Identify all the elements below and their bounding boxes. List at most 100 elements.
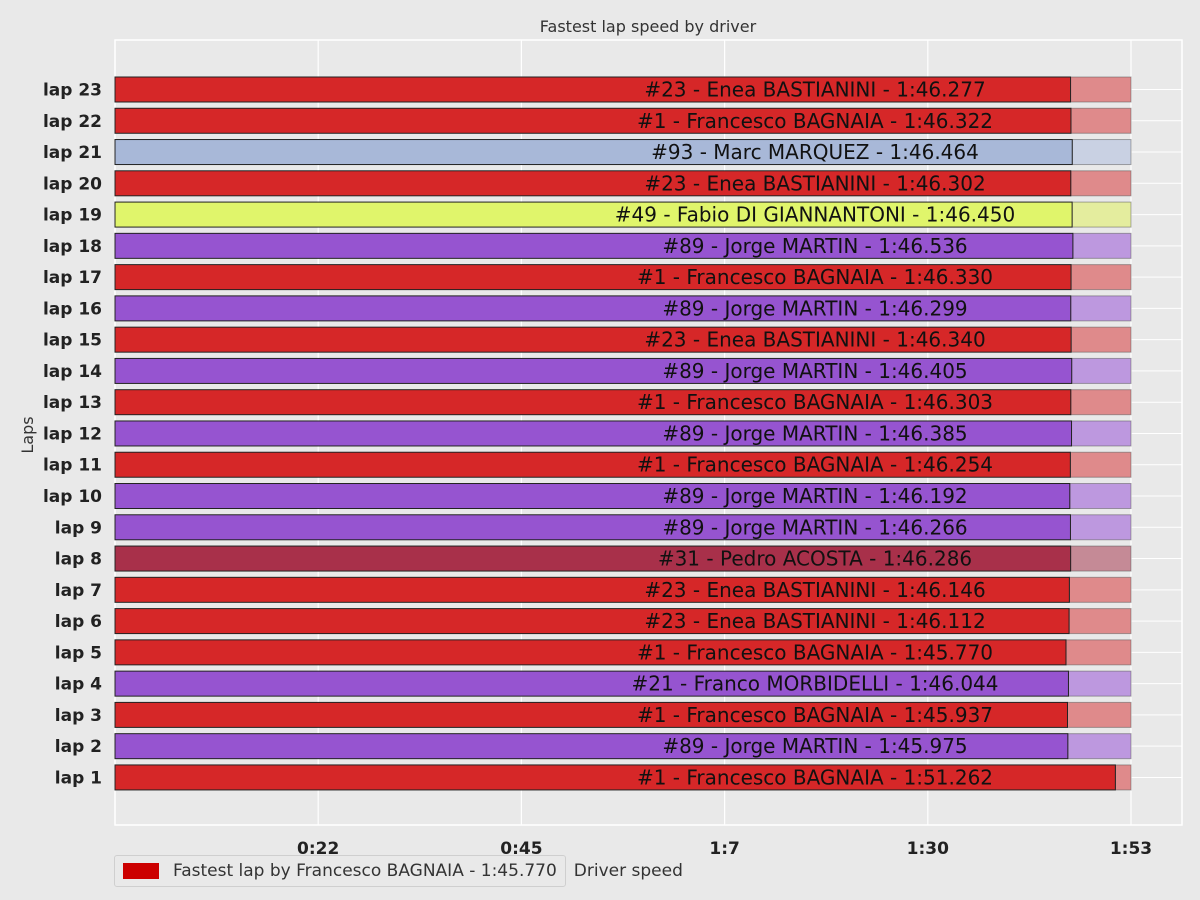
bar-remainder (1070, 295, 1132, 322)
bar-remainder (1070, 389, 1132, 416)
bar-label: #89 - Jorge MARTIN - 1:46.192 (662, 484, 967, 508)
bar-remainder (1069, 483, 1132, 510)
x-tick-label: 0:45 (500, 839, 542, 859)
bar (114, 420, 1073, 447)
bar-label: #23 - Enea BASTIANINI - 1:46.340 (644, 328, 985, 352)
bar-row: #1 - Francesco BAGNAIA - 1:46.254 (114, 451, 1132, 478)
bar-label: #89 - Jorge MARTIN - 1:46.266 (662, 515, 967, 539)
bar (114, 733, 1069, 760)
y-tick-label: lap 18 (43, 237, 102, 257)
bar (114, 326, 1072, 353)
bar-label: #89 - Jorge MARTIN - 1:46.536 (662, 234, 967, 258)
bar-row: #1 - Francesco BAGNAIA - 1:46.303 (114, 389, 1132, 416)
bar (114, 764, 1116, 791)
x-tick-labels: 0:22 0:45 1:7 1:30 1:53 (297, 839, 1152, 859)
bar-remainder (1065, 639, 1132, 666)
y-tick-label: lap 15 (43, 331, 102, 351)
y-tick-labels: lap 23 lap 22 lap 21 lap 20 lap 19 lap 18 lap … (43, 81, 102, 789)
bar (114, 295, 1072, 322)
bar-row: #31 - Pedro ACOSTA - 1:46.286 (114, 545, 1132, 572)
bar-remainder (1067, 670, 1132, 697)
bar (114, 201, 1073, 228)
bar (114, 170, 1072, 197)
bar-row: #23 - Enea BASTIANINI - 1:46.340 (114, 326, 1132, 353)
bar (114, 107, 1072, 134)
y-tick-label: lap 12 (43, 424, 102, 444)
y-tick-label: lap 1 (55, 768, 102, 788)
bar-label: #1 - Francesco BAGNAIA - 1:46.303 (637, 390, 993, 414)
bar-row: #23 - Enea BASTIANINI - 1:46.277 (114, 76, 1132, 103)
bar-label: #89 - Jorge MARTIN - 1:46.405 (662, 359, 967, 383)
bar-remainder (1114, 764, 1132, 791)
bar-label: #49 - Fabio DI GIANNANTONI - 1:46.450 (615, 203, 1015, 227)
legend-entry-label: Fastest lap by Francesco BAGNAIA - 1:45.… (173, 861, 557, 881)
y-tick-label: lap 14 (43, 362, 102, 382)
bar-row: #1 - Francesco BAGNAIA - 1:51.262 (114, 764, 1132, 791)
bar-label: #89 - Jorge MARTIN - 1:45.975 (662, 734, 967, 758)
x-tick-label: 1:7 (709, 839, 739, 859)
bars-group: #23 - Enea BASTIANINI - 1:46.277 #1 - Fra… (114, 76, 1132, 791)
y-tick-label: lap 19 (43, 206, 102, 226)
bar-label: #89 - Jorge MARTIN - 1:46.385 (662, 421, 967, 445)
y-tick-label: lap 22 (43, 112, 102, 132)
bar-remainder (1072, 232, 1132, 259)
bar-label: #93 - Marc MARQUEZ - 1:46.464 (651, 140, 979, 164)
y-tick-label: lap 4 (55, 675, 102, 695)
bar-row: #89 - Jorge MARTIN - 1:46.385 (114, 420, 1132, 447)
y-tick-label: lap 8 (55, 550, 102, 570)
bar-label: #23 - Enea BASTIANINI - 1:46.277 (644, 78, 985, 102)
y-tick-label: lap 11 (43, 456, 102, 476)
bar (114, 264, 1072, 291)
bar-remainder (1071, 139, 1132, 166)
bar-remainder (1066, 701, 1132, 728)
bar-row: #23 - Enea BASTIANINI - 1:46.146 (114, 576, 1132, 603)
legend-box: Fastest lap by Francesco BAGNAIA - 1:45.… (114, 855, 566, 887)
bar-row: #89 - Jorge MARTIN - 1:46.299 (114, 295, 1132, 322)
bar-remainder (1071, 357, 1132, 384)
bar (114, 639, 1067, 666)
y-tick-label: lap 10 (43, 487, 102, 507)
legend-swatch (123, 863, 159, 879)
y-axis-label: Laps (18, 416, 37, 453)
bar-row: #89 - Jorge MARTIN - 1:45.975 (114, 733, 1132, 760)
bar-remainder (1071, 420, 1132, 447)
bar-remainder (1069, 451, 1132, 478)
bar (114, 76, 1072, 103)
bar-label: #89 - Jorge MARTIN - 1:46.299 (662, 296, 967, 320)
bar-row: #93 - Marc MARQUEZ - 1:46.464 (114, 139, 1132, 166)
bar-row: #1 - Francesco BAGNAIA - 1:45.770 (114, 639, 1132, 666)
bar (114, 545, 1072, 572)
legend: Fastest lap by Francesco BAGNAIA - 1:45.… (114, 855, 683, 887)
bar-label: #1 - Francesco BAGNAIA - 1:45.937 (637, 703, 993, 727)
bar-remainder (1070, 107, 1132, 134)
y-tick-label: lap 7 (55, 581, 102, 601)
bar (114, 514, 1071, 541)
bar-row: #1 - Francesco BAGNAIA - 1:45.937 (114, 701, 1132, 728)
y-tick-label: lap 23 (43, 81, 102, 101)
x-tick-label: 0:22 (297, 839, 339, 859)
bar-remainder (1070, 76, 1132, 103)
y-tick-label: lap 20 (43, 174, 102, 194)
legend-title: Driver speed (573, 861, 683, 881)
bar-row: #49 - Fabio DI GIANNANTONI - 1:46.450 (114, 201, 1132, 228)
bar (114, 232, 1074, 259)
bar-remainder (1070, 545, 1132, 572)
bar (114, 576, 1070, 603)
bar-row: #1 - Francesco BAGNAIA - 1:46.322 (114, 107, 1132, 134)
bar-remainder (1067, 733, 1132, 760)
y-tick-label: lap 9 (55, 518, 102, 538)
bar (114, 483, 1071, 510)
y-tick-label: lap 17 (43, 268, 102, 288)
bar-label: #21 - Franco MORBIDELLI - 1:46.044 (631, 672, 998, 696)
bar-row: #89 - Jorge MARTIN - 1:46.192 (114, 483, 1132, 510)
bar-label: #23 - Enea BASTIANINI - 1:46.112 (644, 609, 985, 633)
bar-label: #23 - Enea BASTIANINI - 1:46.146 (644, 578, 985, 602)
y-tick-label: lap 3 (55, 706, 102, 726)
bar (114, 139, 1073, 166)
bar-remainder (1070, 326, 1132, 353)
bar-label: #31 - Pedro ACOSTA - 1:46.286 (658, 547, 972, 571)
chart-title: Fastest lap speed by driver (540, 17, 757, 36)
bar-remainder (1070, 170, 1132, 197)
bar-label: #1 - Francesco BAGNAIA - 1:46.254 (637, 453, 993, 477)
